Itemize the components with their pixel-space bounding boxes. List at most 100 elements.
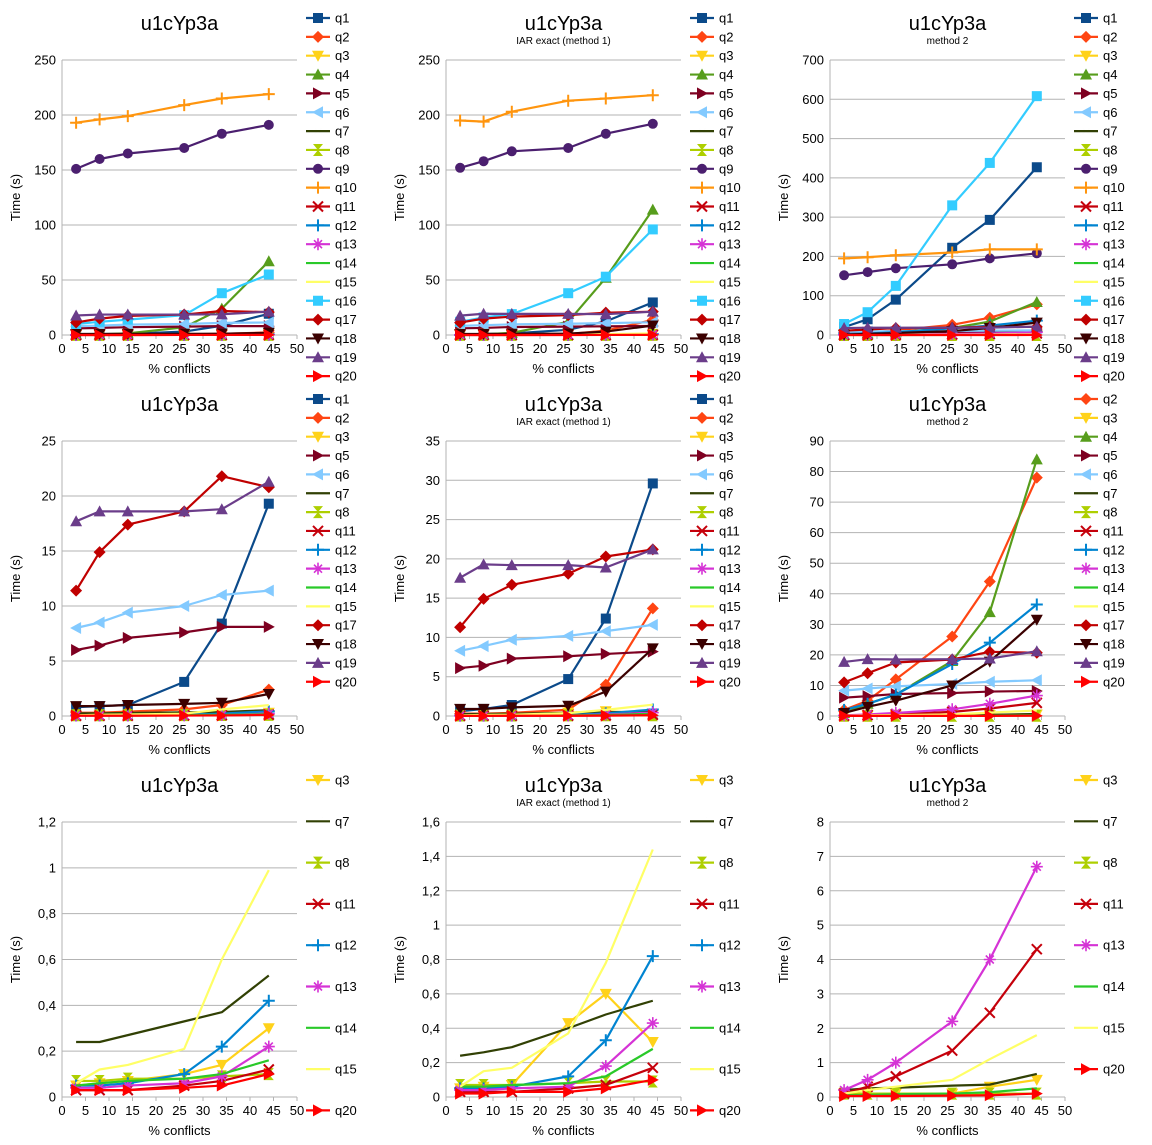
axis-lines: [61, 441, 297, 717]
legend-item-q12: q12: [306, 938, 357, 953]
legend-item-q13: q13: [306, 979, 357, 994]
legend-marker-q13: [312, 562, 324, 575]
legend-item-q13: q13: [690, 979, 741, 994]
x-axis-label: % conflicts: [148, 742, 211, 757]
legend-item-q12: q12: [690, 938, 741, 953]
point-q19: [505, 307, 518, 319]
chart-title: u1cYp3a: [525, 775, 603, 797]
point-q1: [600, 613, 611, 624]
legend-label: q12: [1103, 542, 1125, 557]
legend-marker-q19: [1080, 656, 1092, 668]
point-q10: [93, 113, 106, 126]
legend-item-q15: q15: [690, 1062, 741, 1077]
legend-marker-q20: [1081, 675, 1092, 688]
x-tick-label: 20: [917, 1103, 931, 1118]
legend-label: q19: [1103, 350, 1125, 365]
legend-item-q4: q4: [306, 67, 349, 82]
x-tick-label: 5: [466, 1103, 473, 1118]
point-q13: [1030, 689, 1043, 702]
point-q6: [262, 316, 274, 329]
legend-marker-q1: [697, 394, 707, 404]
legend-label: q19: [1103, 655, 1125, 670]
legend-item-q7: q7: [306, 124, 349, 139]
legend-item-q1: q1: [1074, 11, 1117, 26]
legend-marker-q5: [697, 449, 708, 462]
legend-label: q2: [335, 410, 349, 425]
series-line-q1: [843, 166, 1038, 329]
legend-marker-q11: [312, 200, 324, 213]
legend-label: q5: [1103, 448, 1117, 463]
legend-label: q1: [335, 11, 349, 26]
legend-label: q11: [335, 896, 356, 911]
legend-item-q17: q17: [306, 312, 357, 327]
legend-item-q20: q20: [690, 674, 741, 689]
legend-marker-q16: [697, 295, 707, 306]
legend-label: q7: [719, 124, 733, 139]
x-tick-label: 35: [603, 341, 617, 356]
legend-item-q13: q13: [690, 561, 741, 576]
point-q19: [477, 307, 490, 319]
legend-item-q14: q14: [306, 256, 357, 271]
y-tick-label: 25: [426, 512, 440, 527]
point-q1: [647, 478, 658, 489]
y-tick-label: 300: [802, 210, 824, 225]
y-tick-label: 150: [418, 163, 440, 178]
y-tick-label: 70: [810, 495, 824, 510]
legend-item-q14: q14: [306, 1020, 357, 1035]
legend-label: q11: [719, 896, 740, 911]
legend-label: q8: [719, 505, 733, 520]
series-q17: [454, 543, 659, 634]
legend-label: q17: [719, 312, 741, 327]
point-q1: [1031, 162, 1042, 173]
point-q2: [946, 630, 959, 643]
legend-item-q19: q19: [690, 350, 741, 365]
legend-item-q20: q20: [690, 369, 741, 384]
chart-subtitle: method 2: [927, 798, 969, 809]
y-tick-label: 0: [49, 328, 56, 343]
x-axis-label: % conflicts: [148, 1123, 211, 1138]
x-tick-label: 15: [509, 722, 523, 737]
legend-label: q14: [335, 256, 357, 271]
y-tick-label: 1,6: [422, 815, 440, 830]
legend-item-q15: q15: [306, 599, 357, 614]
x-tick-label: 20: [149, 1103, 163, 1118]
x-tick-label: 20: [533, 1103, 547, 1118]
legend-marker-q12: [696, 939, 708, 952]
point-q4: [983, 606, 996, 618]
axis-lines: [61, 822, 297, 1098]
x-tick-label: 25: [940, 341, 954, 356]
x-tick-label: 15: [893, 722, 907, 737]
legend-marker-q3: [696, 775, 708, 786]
legend-label: q1: [719, 392, 733, 407]
series-line-q7: [76, 974, 270, 1044]
x-tick-label: 5: [850, 341, 857, 356]
legend-item-q20: q20: [1074, 674, 1125, 689]
legend-item-q14: q14: [1074, 580, 1125, 595]
legend-marker-q12: [312, 543, 324, 556]
legend-item-q1: q1: [306, 11, 349, 26]
legend-item-q2: q2: [690, 410, 733, 425]
series-line-q16: [843, 95, 1038, 325]
legend-item-q2: q2: [1074, 29, 1117, 44]
legend-marker-q8: [313, 506, 323, 519]
legend-item-q1: q1: [690, 392, 733, 407]
series-q15: [75, 869, 270, 1085]
y-tick-label: 0: [433, 1090, 440, 1105]
legend-marker-q2: [312, 30, 324, 43]
legend-label: q14: [719, 1020, 741, 1035]
point-q2: [1030, 471, 1043, 484]
x-tick-label: 0: [442, 341, 449, 356]
x-tick-label: 35: [219, 341, 233, 356]
legend-item-q8: q8: [1074, 142, 1117, 157]
legend-item-q14: q14: [690, 1020, 741, 1035]
chart-panel-3: u1cYp3a method 2 0 100 200 300 400 500 600 700 0 5 1…: [768, 0, 1152, 384]
x-tick-label: 20: [917, 341, 931, 356]
point-q12: [646, 950, 659, 963]
legend-label: q7: [1103, 486, 1117, 501]
y-tick-label: 200: [34, 108, 56, 123]
series-q12: [454, 950, 659, 1095]
y-tick-label: 0,8: [38, 906, 56, 921]
legend-label: q7: [335, 814, 349, 829]
y-tick-label: 1: [49, 860, 56, 875]
